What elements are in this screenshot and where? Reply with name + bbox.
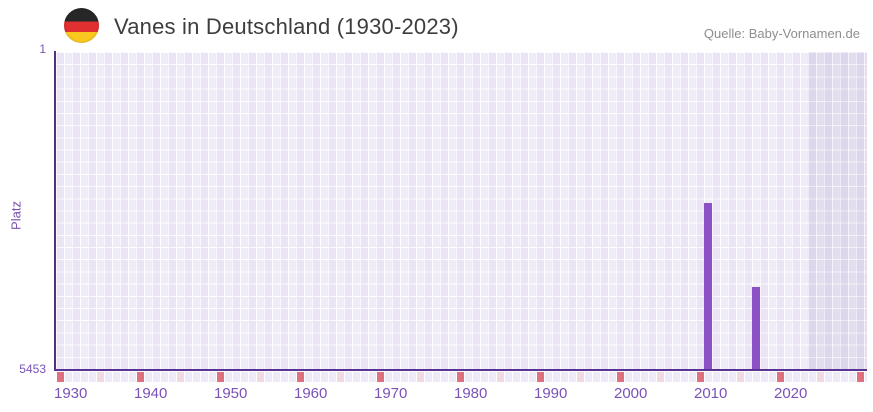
x-tick-label-1960: 1960	[294, 385, 328, 402]
middecade-marker-2025	[817, 372, 824, 382]
middecade-marker-1985	[497, 372, 504, 382]
middecade-marker-2015	[737, 372, 744, 382]
x-tick-label-2010: 2010	[694, 385, 728, 402]
y-tick-max-rank: 5453	[19, 362, 46, 376]
x-tick-label-1980: 1980	[454, 385, 488, 402]
middecade-marker-1955	[257, 372, 264, 382]
x-tick-label-1970: 1970	[374, 385, 408, 402]
x-tick-label-1940: 1940	[134, 385, 168, 402]
x-tick-label-1990: 1990	[534, 385, 568, 402]
no-data-region	[808, 52, 867, 369]
x-tick-label-1930: 1930	[54, 385, 88, 402]
decade-marker-2020	[777, 372, 784, 382]
x-axis-line	[54, 369, 867, 371]
middecade-marker-1965	[337, 372, 344, 382]
middecade-marker-1975	[417, 372, 424, 382]
middecade-marker-2005	[657, 372, 664, 382]
y-axis-line	[54, 51, 56, 371]
x-tick-label-1950: 1950	[214, 385, 248, 402]
y-tick-min-rank: 1	[39, 42, 46, 56]
y-axis-title: Platz	[8, 201, 24, 230]
decade-marker-1970	[377, 372, 384, 382]
x-tick-label-2020: 2020	[774, 385, 808, 402]
decade-marker-2010	[697, 372, 704, 382]
german-flag-icon	[64, 8, 99, 43]
x-tick-label-2000: 2000	[614, 385, 648, 402]
bar-2011	[704, 203, 712, 369]
middecade-marker-1945	[177, 372, 184, 382]
decade-marker-1960	[297, 372, 304, 382]
decade-marker-2000	[617, 372, 624, 382]
axis-marker-strip	[56, 372, 867, 382]
middecade-marker-1935	[97, 372, 104, 382]
decade-marker-1930	[57, 372, 64, 382]
middecade-marker-1995	[577, 372, 584, 382]
decade-marker-1980	[457, 372, 464, 382]
x-tick-labels: 1930 1940 1950 1960 1970 1980 1990 2000 2010 2020	[54, 385, 867, 405]
decade-marker-1990	[537, 372, 544, 382]
decade-marker-2030	[857, 372, 864, 382]
chart-title: Vanes in Deutschland (1930-2023)	[114, 14, 459, 39]
source-text: Quelle: Baby-Vornamen.de	[703, 26, 860, 41]
decade-marker-1940	[137, 372, 144, 382]
bar-2017	[752, 287, 760, 369]
plot-area	[56, 52, 867, 369]
decade-marker-1950	[217, 372, 224, 382]
